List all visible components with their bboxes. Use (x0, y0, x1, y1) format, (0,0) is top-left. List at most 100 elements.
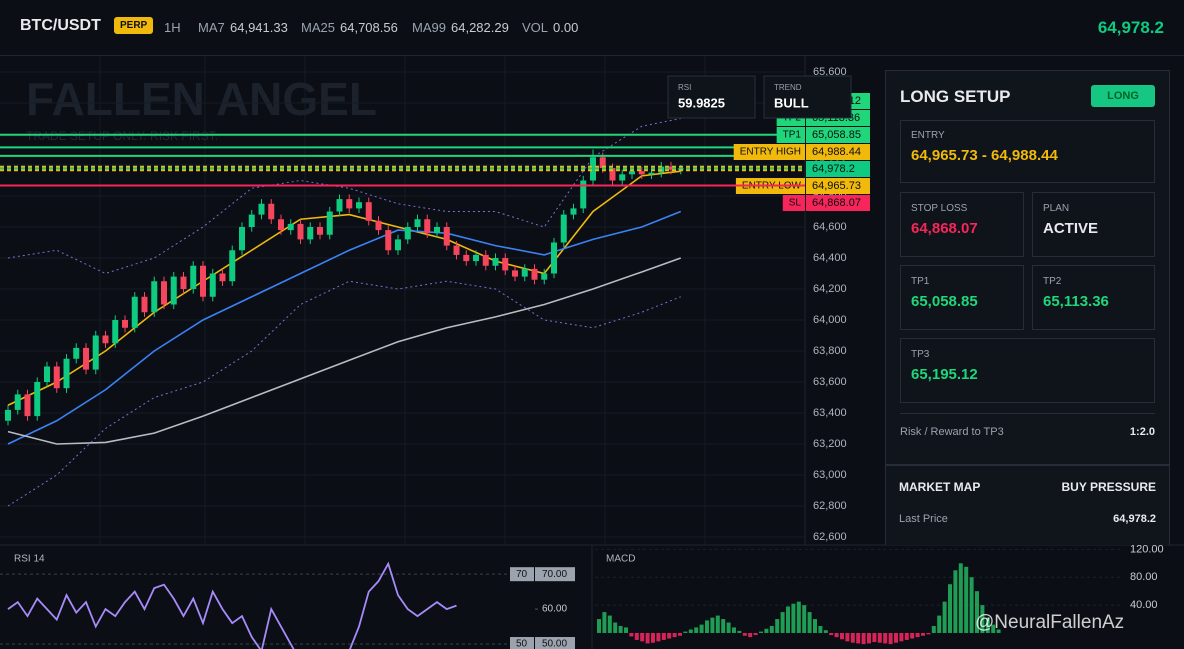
macd-bar (910, 632, 915, 639)
macd-bar (899, 632, 904, 642)
y-tick-label: 70.00 (542, 569, 567, 580)
level-value: 64,868.07 (812, 197, 861, 209)
panel-title: RSI 14 (14, 554, 45, 565)
candle-body (414, 219, 421, 227)
candle-body (297, 223, 304, 240)
candle-body (141, 296, 148, 313)
interval: 1H (164, 20, 181, 35)
badge-label: RSI (678, 83, 691, 92)
candle-body (122, 320, 128, 328)
macd-bar (980, 605, 985, 633)
candle-body (92, 335, 99, 370)
level-name-box (782, 195, 805, 211)
y-tick-label: 65,600 (813, 66, 847, 78)
level-value-box (806, 127, 870, 143)
level-value: 65,058.85 (812, 129, 861, 141)
tp1-value: 65,058.85 (911, 293, 978, 310)
tp3-box (900, 338, 1155, 403)
candle-body (560, 214, 567, 243)
y-tick-label: 62,600 (813, 531, 847, 543)
candle-body (551, 242, 557, 274)
macd-bar (764, 628, 769, 633)
panel-title: MACD (606, 554, 635, 565)
macd-bar (823, 630, 828, 633)
candle-body (629, 171, 635, 175)
price: 64,978.2 (1097, 18, 1164, 37)
candle-body (590, 157, 596, 181)
tick-box (535, 637, 575, 649)
macd-bar (705, 620, 709, 633)
macd-bar (964, 566, 969, 633)
candle-body (63, 358, 70, 389)
plan-label: PLAN (1043, 203, 1070, 214)
overlay-line (7, 170, 681, 406)
macd-bar (694, 627, 699, 633)
entry-label: ENTRY (911, 130, 945, 141)
macd-bar (651, 632, 655, 643)
y-tick-label: 63,000 (813, 469, 847, 481)
badge-value: BULL (774, 95, 809, 110)
macd-bar (656, 632, 661, 642)
level-box (510, 637, 534, 649)
macd-bar (775, 619, 780, 633)
candle-body (180, 276, 187, 289)
macd-bar (802, 605, 807, 633)
macd-bar (872, 632, 877, 643)
indicator-value: 64,941.33 (230, 20, 288, 35)
entry-value: 64,965.73 - 64,988.44 (911, 147, 1058, 164)
y-tick-label: 64,600 (813, 221, 847, 233)
y-tick-label: 40.00 (1130, 599, 1158, 611)
macd-bar (640, 632, 645, 642)
candle-body (278, 219, 284, 231)
candle-body (53, 366, 60, 389)
candle-body (307, 227, 314, 240)
badge-box (763, 75, 852, 119)
candle-body (395, 239, 401, 251)
level-value-box (806, 195, 870, 211)
rr-value: 1:2.0 (1129, 426, 1155, 438)
macd-bar (742, 632, 747, 636)
candle-body (73, 347, 80, 359)
sl-box (900, 192, 1024, 257)
watermark-subtitle: TRADE SETUP ONLY. RISK FIRST. (26, 129, 218, 143)
candle-body (190, 265, 197, 289)
candle-body (326, 211, 333, 235)
macd-bar (634, 632, 639, 640)
macd-bar (618, 626, 623, 633)
macd-bar (748, 632, 753, 638)
badge: PERP (114, 17, 154, 34)
sl-label: STOP LOSS (911, 203, 968, 214)
macd-bar (840, 632, 844, 640)
candle-body (619, 174, 626, 181)
candle-body (112, 320, 119, 344)
level-name-box (733, 144, 805, 160)
candle-body (248, 214, 255, 227)
macd-bar (975, 591, 979, 633)
macd-bar (732, 627, 736, 633)
candle-body (580, 180, 587, 209)
candle-body (34, 382, 41, 417)
tp2-value: 65,113.36 (1043, 293, 1109, 310)
overlay-line (7, 118, 681, 275)
indicator-value: 64,708.56 (340, 20, 398, 35)
candle-body (521, 268, 528, 277)
y-tick-label: 63,200 (813, 438, 847, 450)
macd-bar (888, 632, 893, 645)
macd-bar (683, 631, 688, 633)
candle-body (5, 409, 11, 421)
overlay-line (7, 280, 681, 507)
y-tick-label: 120.00 (1130, 543, 1164, 555)
macd-bar (867, 632, 871, 644)
macd-bar (786, 606, 790, 633)
candle-body (209, 273, 216, 297)
candle-body (170, 276, 177, 305)
candle-body (531, 268, 538, 280)
indicator-label: MA99 (412, 20, 446, 35)
macd-bar (948, 584, 952, 633)
candle-body (258, 203, 265, 215)
tp2-box (1032, 265, 1155, 330)
level-value: 64,988.44 (812, 146, 861, 158)
tp1-box (900, 265, 1024, 330)
candle-body (229, 250, 236, 282)
